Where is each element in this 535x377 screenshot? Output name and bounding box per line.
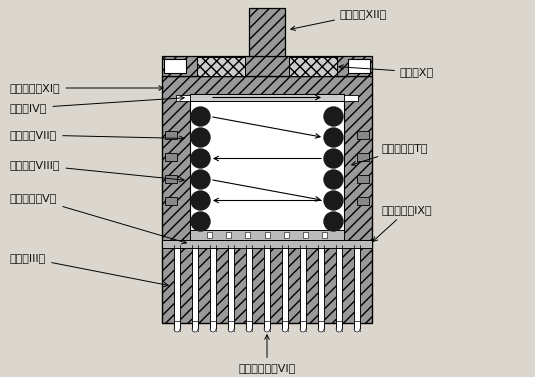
Bar: [190, 230, 344, 240]
Bar: [357, 197, 369, 205]
Bar: [245, 232, 250, 238]
Polygon shape: [174, 329, 180, 332]
Bar: [289, 57, 337, 76]
Circle shape: [191, 212, 210, 231]
Bar: [228, 245, 234, 325]
Bar: [210, 245, 216, 325]
Bar: [357, 175, 369, 183]
Text: 转子外壳（XI）: 转子外壳（XI）: [10, 83, 163, 93]
Circle shape: [191, 149, 210, 168]
Circle shape: [191, 128, 210, 147]
Bar: [190, 94, 344, 231]
Text: 连轴器（XII）: 连轴器（XII）: [291, 9, 387, 31]
Bar: [318, 321, 324, 331]
Polygon shape: [192, 329, 198, 332]
Polygon shape: [282, 329, 288, 332]
Polygon shape: [318, 329, 324, 332]
Polygon shape: [336, 329, 342, 332]
Circle shape: [324, 212, 343, 231]
Bar: [162, 76, 372, 241]
Circle shape: [191, 170, 210, 189]
Text: 转子（IV）: 转子（IV）: [10, 96, 184, 113]
Text: 轴承（X）: 轴承（X）: [339, 65, 434, 77]
Bar: [264, 232, 270, 238]
Bar: [207, 232, 212, 238]
Circle shape: [324, 191, 343, 210]
Bar: [192, 321, 198, 331]
Bar: [228, 321, 234, 331]
Bar: [344, 95, 358, 101]
Text: 定子（III）: 定子（III）: [10, 253, 168, 287]
Bar: [264, 245, 270, 325]
Text: 下转子（VIII）: 下转子（VIII）: [10, 160, 184, 182]
Bar: [165, 131, 177, 139]
Bar: [322, 232, 327, 238]
Bar: [162, 240, 372, 248]
Bar: [164, 59, 186, 73]
Bar: [354, 245, 360, 325]
Circle shape: [324, 128, 343, 147]
Bar: [357, 131, 369, 139]
Bar: [162, 241, 372, 323]
Bar: [303, 232, 308, 238]
Text: 高压弹簧（T）: 高压弹簧（T）: [351, 143, 429, 166]
Bar: [354, 321, 360, 331]
Text: 转子通路（IX）: 转子通路（IX）: [373, 205, 433, 241]
Bar: [197, 57, 245, 76]
Bar: [300, 321, 306, 331]
Bar: [165, 175, 177, 183]
Polygon shape: [210, 329, 216, 332]
Text: 上转子（VII）: 上转子（VII）: [10, 130, 184, 141]
Bar: [357, 153, 369, 161]
Bar: [165, 153, 177, 161]
Polygon shape: [264, 329, 270, 332]
Bar: [246, 321, 252, 331]
Bar: [174, 245, 180, 325]
Circle shape: [324, 107, 343, 126]
Circle shape: [324, 170, 343, 189]
Bar: [284, 232, 289, 238]
Bar: [210, 321, 216, 331]
Bar: [190, 94, 344, 101]
Bar: [165, 197, 177, 205]
Circle shape: [191, 191, 210, 210]
Polygon shape: [228, 329, 234, 332]
Bar: [318, 245, 324, 325]
Bar: [348, 59, 370, 73]
Bar: [300, 245, 306, 325]
Circle shape: [191, 107, 210, 126]
Bar: [192, 245, 198, 325]
Bar: [336, 321, 342, 331]
Text: 流体进出口（VI）: 流体进出口（VI）: [239, 335, 296, 373]
Bar: [264, 321, 270, 331]
Polygon shape: [246, 329, 252, 332]
Bar: [336, 245, 342, 325]
Polygon shape: [300, 329, 306, 332]
Bar: [282, 245, 288, 325]
Bar: [162, 56, 372, 76]
Bar: [282, 321, 288, 331]
Polygon shape: [354, 329, 360, 332]
Bar: [174, 321, 180, 331]
Bar: [249, 8, 285, 56]
Bar: [226, 232, 231, 238]
Bar: [246, 245, 252, 325]
Text: 定子密封（V）: 定子密封（V）: [10, 193, 186, 244]
Circle shape: [324, 149, 343, 168]
Bar: [176, 95, 190, 101]
